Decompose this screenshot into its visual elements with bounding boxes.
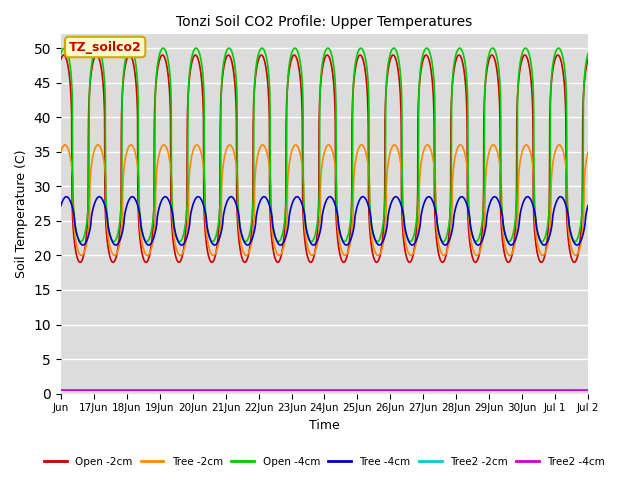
Tree2 -2cm: [109, 387, 117, 393]
Tree -2cm: [57, 149, 65, 155]
Tree -2cm: [110, 252, 118, 258]
Tree -4cm: [577, 238, 585, 243]
Open -4cm: [577, 220, 585, 226]
Text: TZ_soilco2: TZ_soilco2: [69, 40, 141, 53]
Tree -4cm: [63, 194, 70, 200]
Tree -4cm: [573, 242, 581, 248]
Tree2 -4cm: [223, 387, 231, 393]
Y-axis label: Soil Temperature (C): Soil Temperature (C): [15, 150, 28, 278]
Tree2 -4cm: [57, 387, 65, 393]
Line: Open -4cm: Open -4cm: [61, 48, 588, 241]
Tree2 -4cm: [513, 387, 520, 393]
Title: Tonzi Soil CO2 Profile: Upper Temperatures: Tonzi Soil CO2 Profile: Upper Temperatur…: [177, 15, 472, 29]
Tree2 -2cm: [513, 387, 520, 393]
Tree2 -4cm: [356, 387, 364, 393]
Tree -2cm: [483, 160, 491, 166]
Open -4cm: [61, 45, 68, 51]
Tree2 -4cm: [584, 387, 592, 393]
Tree -4cm: [110, 241, 118, 247]
Tree -2cm: [61, 142, 69, 148]
Tree -2cm: [572, 252, 579, 258]
Tree -4cm: [224, 198, 232, 204]
Tree2 -2cm: [584, 387, 592, 393]
Tree -4cm: [57, 203, 65, 208]
Tree2 -4cm: [483, 387, 491, 393]
Open -2cm: [513, 115, 521, 121]
Tree2 -2cm: [57, 387, 65, 393]
Line: Tree -2cm: Tree -2cm: [61, 145, 588, 255]
Open -2cm: [57, 56, 65, 62]
Tree -4cm: [356, 196, 364, 202]
Line: Open -2cm: Open -2cm: [61, 55, 588, 263]
Open -2cm: [483, 66, 491, 72]
Open -4cm: [356, 46, 364, 51]
Open -4cm: [224, 46, 232, 52]
Open -4cm: [571, 239, 579, 244]
Line: Tree -4cm: Tree -4cm: [61, 197, 588, 245]
Tree -2cm: [577, 240, 585, 246]
Open -4cm: [483, 61, 491, 67]
Tree -4cm: [483, 212, 491, 218]
Legend: Open -2cm, Tree -2cm, Open -4cm, Tree -4cm, Tree2 -2cm, Tree2 -4cm: Open -2cm, Tree -2cm, Open -4cm, Tree -4…: [40, 453, 609, 471]
Open -2cm: [584, 56, 592, 62]
X-axis label: Time: Time: [309, 419, 340, 432]
Tree -2cm: [513, 228, 521, 233]
Open -2cm: [224, 53, 232, 59]
Tree -2cm: [356, 143, 364, 149]
Tree -2cm: [224, 144, 232, 150]
Tree2 -2cm: [223, 387, 231, 393]
Open -2cm: [110, 259, 118, 265]
Open -2cm: [356, 52, 364, 58]
Tree -4cm: [513, 232, 521, 238]
Tree2 -4cm: [109, 387, 117, 393]
Open -2cm: [577, 229, 585, 235]
Tree2 -2cm: [577, 387, 584, 393]
Tree2 -2cm: [356, 387, 364, 393]
Tree -2cm: [584, 149, 592, 155]
Open -4cm: [110, 239, 118, 244]
Open -4cm: [57, 51, 65, 57]
Tree2 -2cm: [483, 387, 491, 393]
Open -2cm: [570, 260, 578, 265]
Tree2 -4cm: [577, 387, 584, 393]
Open -4cm: [513, 195, 521, 201]
Open -4cm: [584, 51, 592, 57]
Tree -4cm: [584, 203, 592, 208]
Open -2cm: [60, 52, 67, 58]
